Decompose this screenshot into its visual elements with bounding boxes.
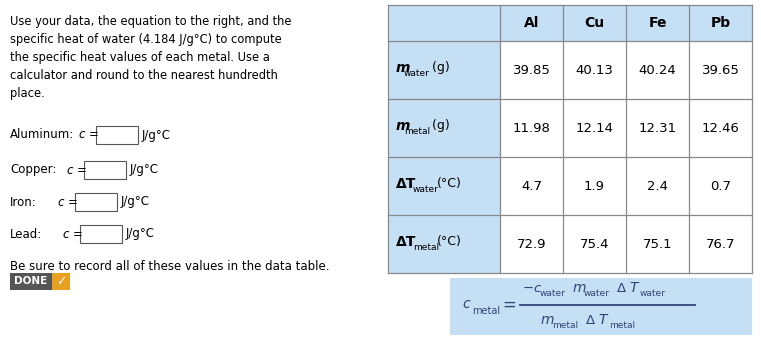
Text: water: water <box>584 289 610 298</box>
Text: 39.65: 39.65 <box>702 64 740 76</box>
Bar <box>500 157 563 215</box>
Text: $c$ =: $c$ = <box>62 227 83 240</box>
Bar <box>500 41 563 99</box>
Bar <box>563 41 626 99</box>
Text: 12.46: 12.46 <box>702 121 740 135</box>
Text: $\it{m}$: $\it{m}$ <box>540 313 555 327</box>
Text: 40.13: 40.13 <box>575 64 613 76</box>
Text: Cu: Cu <box>584 16 604 30</box>
Text: specific heat of water (4.184 J/g°C) to compute: specific heat of water (4.184 J/g°C) to … <box>10 33 282 46</box>
Text: (g): (g) <box>428 62 450 74</box>
Text: 2.4: 2.4 <box>647 180 668 192</box>
Text: J/g°C: J/g°C <box>142 129 171 141</box>
Text: water: water <box>404 68 430 78</box>
Bar <box>388 215 500 273</box>
Text: (g): (g) <box>428 119 450 133</box>
Bar <box>388 41 500 99</box>
Bar <box>689 215 752 273</box>
Text: 76.7: 76.7 <box>705 238 735 251</box>
Text: Aluminum:: Aluminum: <box>10 129 75 141</box>
Text: $\it{m}$: $\it{m}$ <box>572 282 587 295</box>
Bar <box>500 215 563 273</box>
Text: Iron:: Iron: <box>10 195 37 208</box>
Text: 39.85: 39.85 <box>513 64 550 76</box>
Text: $\it{T}$: $\it{T}$ <box>629 282 640 295</box>
Text: J/g°C: J/g°C <box>130 164 159 176</box>
Text: metal: metal <box>404 126 430 136</box>
Text: ΔT: ΔT <box>396 177 416 191</box>
FancyBboxPatch shape <box>75 193 117 211</box>
Text: m: m <box>396 61 410 75</box>
Text: DONE: DONE <box>14 276 48 287</box>
Text: water: water <box>640 289 666 298</box>
Text: J/g°C: J/g°C <box>121 195 150 208</box>
Text: Al: Al <box>524 16 540 30</box>
Text: (°C): (°C) <box>437 236 462 249</box>
Text: J/g°C: J/g°C <box>126 227 155 240</box>
Bar <box>388 5 500 41</box>
Text: =: = <box>502 295 516 313</box>
Bar <box>563 215 626 273</box>
Bar <box>388 157 500 215</box>
Text: $c$ =: $c$ = <box>78 129 99 141</box>
Bar <box>626 5 689 41</box>
Text: Pb: Pb <box>711 16 731 30</box>
Bar <box>689 99 752 157</box>
FancyBboxPatch shape <box>84 161 126 179</box>
Bar <box>563 5 626 41</box>
Text: $c$ =: $c$ = <box>57 195 78 208</box>
Text: 75.4: 75.4 <box>580 238 610 251</box>
Text: Lead:: Lead: <box>10 227 43 240</box>
Bar <box>52 273 70 290</box>
Text: water: water <box>413 185 439 193</box>
Text: metal: metal <box>472 306 500 316</box>
Bar <box>689 157 752 215</box>
Text: metal: metal <box>609 321 635 330</box>
Bar <box>626 157 689 215</box>
Bar <box>500 5 563 41</box>
Bar <box>563 99 626 157</box>
Text: $\mathregular{-}$$\it{c}$: $\mathregular{-}$$\it{c}$ <box>522 282 542 295</box>
Text: Use your data, the equation to the right, and the: Use your data, the equation to the right… <box>10 15 291 28</box>
Text: ✓: ✓ <box>56 275 66 288</box>
Text: ΔT: ΔT <box>396 235 416 249</box>
Bar <box>626 41 689 99</box>
Text: 0.7: 0.7 <box>710 180 731 192</box>
FancyBboxPatch shape <box>80 225 122 243</box>
Text: Copper:: Copper: <box>10 164 56 176</box>
Text: Δ: Δ <box>586 314 595 327</box>
Bar <box>500 99 563 157</box>
Text: place.: place. <box>10 87 45 100</box>
Text: $\it{c}$: $\it{c}$ <box>462 298 471 311</box>
Text: metal: metal <box>413 242 439 252</box>
Text: 4.7: 4.7 <box>521 180 542 192</box>
Text: Fe: Fe <box>648 16 667 30</box>
Text: calculator and round to the nearest hundredth: calculator and round to the nearest hund… <box>10 69 278 82</box>
Bar <box>689 5 752 41</box>
Text: water: water <box>540 289 566 298</box>
Text: $\it{T}$: $\it{T}$ <box>598 313 610 327</box>
Text: $c$ =: $c$ = <box>66 164 87 176</box>
FancyBboxPatch shape <box>96 126 138 144</box>
Text: 75.1: 75.1 <box>643 238 672 251</box>
Text: (°C): (°C) <box>437 177 462 190</box>
Text: Δ: Δ <box>617 282 626 295</box>
Bar <box>450 278 752 335</box>
Bar <box>626 99 689 157</box>
Text: metal: metal <box>552 321 578 330</box>
Bar <box>563 157 626 215</box>
Bar <box>10 273 52 290</box>
Text: the specific heat values of each metal. Use a: the specific heat values of each metal. … <box>10 51 270 64</box>
Text: 40.24: 40.24 <box>638 64 677 76</box>
Text: 72.9: 72.9 <box>517 238 546 251</box>
Text: 1.9: 1.9 <box>584 180 605 192</box>
Text: 11.98: 11.98 <box>513 121 550 135</box>
Text: Be sure to record all of these values in the data table.: Be sure to record all of these values in… <box>10 260 330 273</box>
Bar <box>388 99 500 157</box>
Text: m: m <box>396 119 410 133</box>
Bar <box>689 41 752 99</box>
Text: 12.31: 12.31 <box>638 121 677 135</box>
Text: 12.14: 12.14 <box>575 121 613 135</box>
Bar <box>626 215 689 273</box>
